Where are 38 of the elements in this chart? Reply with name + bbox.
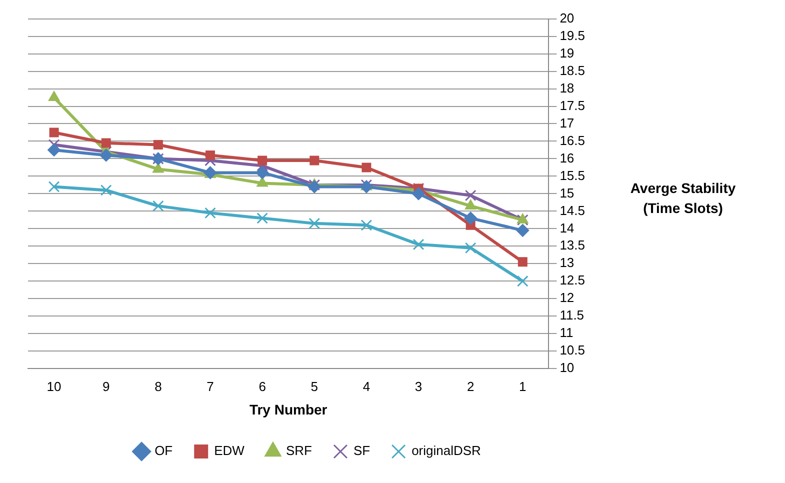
y-tick-label: 20 [560, 10, 574, 26]
y-tick-label: 18 [560, 80, 574, 96]
x-tick-label: 6 [258, 378, 266, 394]
y-tick-label: 10.5 [560, 342, 586, 358]
x-tick-label: 1 [519, 378, 526, 394]
legend-label: originalDSR [412, 443, 481, 458]
y-tick-label: 19 [560, 45, 574, 60]
legend-label: SRF [286, 443, 312, 458]
x-tick-label: 10 [46, 378, 62, 394]
legend-label: EDW [214, 443, 246, 458]
y-tick-label: 15.5 [560, 168, 586, 183]
y-tick-label: 14 [560, 220, 574, 236]
x-tick-label: 2 [466, 378, 474, 394]
y-tick-label: 15 [560, 185, 574, 200]
y-tick-label: 13.5 [560, 238, 586, 253]
y-tick-label: 19.5 [560, 28, 586, 43]
legend-label: OF [154, 443, 173, 458]
legend-label: SF [353, 443, 370, 458]
y-tick-label: 10 [560, 360, 574, 376]
x-tick-label: 7 [206, 378, 214, 394]
y-tick-label: 18.5 [560, 62, 586, 78]
x-tick-label: 8 [154, 378, 162, 394]
x-tick-label: 3 [414, 378, 422, 394]
y-tick-label: 12 [560, 290, 574, 306]
x-tick-label: 5 [310, 378, 318, 394]
x-axis-title: Try Number [249, 401, 328, 418]
y-tick-label: 12.5 [560, 272, 586, 288]
y-tick-label: 16 [560, 150, 574, 166]
y-axis-title: Averge Stability (Time Slots) [629, 179, 737, 218]
y-tick-label: 14.5 [560, 202, 586, 218]
y-tick-label: 11.5 [560, 308, 584, 323]
y-tick-label: 17.5 [560, 98, 586, 113]
x-tick-label: 9 [102, 378, 110, 394]
y-tick-label: 13 [560, 255, 574, 270]
y-tick-label: 11 [560, 325, 574, 340]
y-tick-label: 17 [560, 115, 574, 130]
x-tick-label: 4 [362, 378, 370, 394]
y-tick-label: 16.5 [560, 132, 586, 148]
